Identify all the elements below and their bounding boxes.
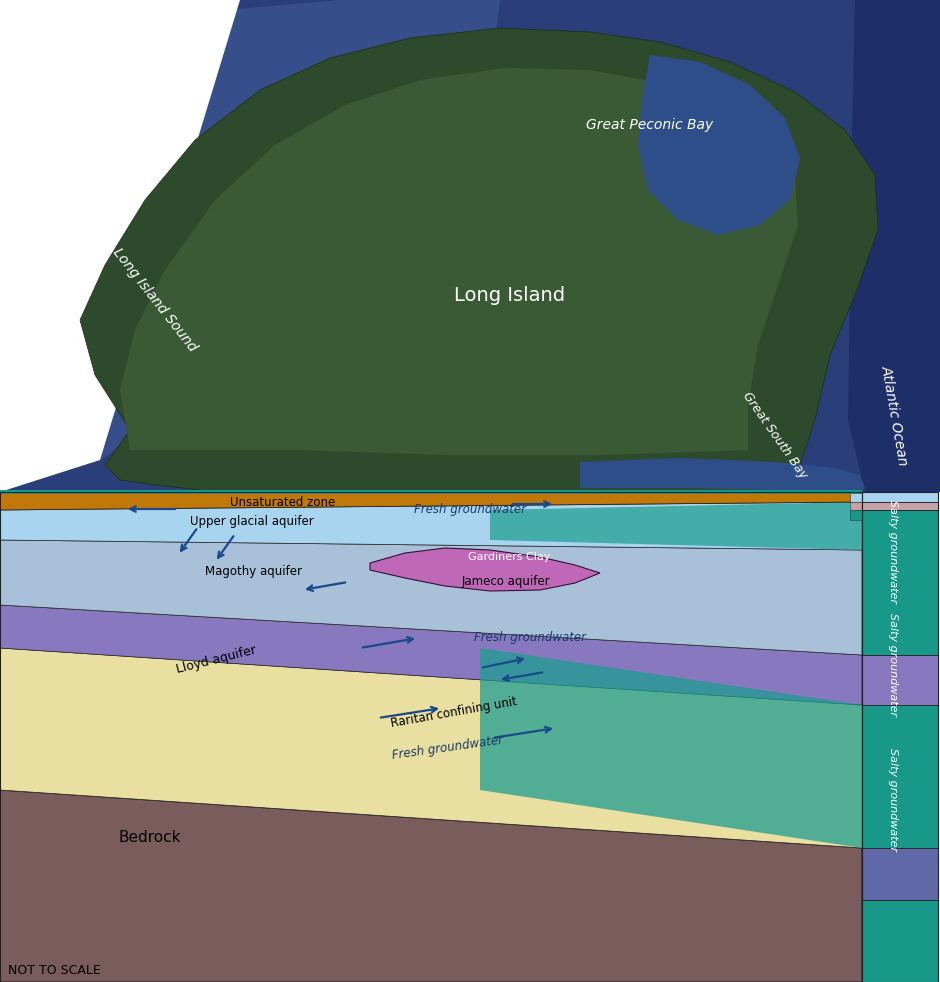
Polygon shape — [848, 0, 940, 492]
Text: Raritan confining unit: Raritan confining unit — [390, 694, 518, 730]
Polygon shape — [370, 548, 600, 591]
Polygon shape — [0, 492, 862, 510]
Text: Long Island Sound: Long Island Sound — [110, 246, 199, 355]
Polygon shape — [862, 655, 938, 705]
Polygon shape — [490, 502, 862, 550]
Polygon shape — [862, 848, 938, 900]
Polygon shape — [0, 648, 862, 848]
Polygon shape — [862, 502, 938, 510]
Text: Upper glacial aquifer: Upper glacial aquifer — [190, 516, 314, 528]
Text: Great Peconic Bay: Great Peconic Bay — [587, 118, 713, 132]
Polygon shape — [850, 502, 862, 510]
Polygon shape — [0, 605, 862, 705]
Text: Unsaturated zone: Unsaturated zone — [230, 496, 336, 509]
Polygon shape — [0, 540, 862, 655]
Text: Fresh groundwater: Fresh groundwater — [392, 734, 505, 762]
Text: Salty groundwater: Salty groundwater — [888, 501, 898, 604]
Polygon shape — [638, 55, 800, 235]
Text: Great South Bay: Great South Bay — [740, 389, 809, 481]
Polygon shape — [0, 0, 940, 492]
Text: Lloyd aquifer: Lloyd aquifer — [175, 644, 258, 677]
Polygon shape — [850, 510, 862, 520]
Polygon shape — [862, 510, 938, 655]
Polygon shape — [862, 705, 938, 848]
Polygon shape — [480, 648, 862, 848]
Text: Salty groundwater: Salty groundwater — [888, 748, 898, 851]
Polygon shape — [0, 490, 862, 494]
Text: NOT TO SCALE: NOT TO SCALE — [8, 963, 101, 976]
Text: Jameco aquifer: Jameco aquifer — [462, 575, 551, 588]
Polygon shape — [0, 0, 240, 492]
Polygon shape — [120, 68, 798, 455]
Text: Fresh groundwater: Fresh groundwater — [414, 504, 526, 517]
Polygon shape — [0, 490, 105, 492]
Polygon shape — [80, 28, 878, 492]
Polygon shape — [850, 492, 862, 502]
Polygon shape — [580, 458, 865, 492]
Text: Salty groundwater: Salty groundwater — [888, 614, 898, 717]
Text: Fresh groundwater: Fresh groundwater — [474, 631, 586, 644]
Polygon shape — [862, 492, 938, 502]
Text: Bedrock: Bedrock — [118, 831, 180, 846]
Polygon shape — [862, 900, 938, 982]
Polygon shape — [0, 0, 500, 490]
Text: Magothy aquifer: Magothy aquifer — [205, 566, 302, 578]
Text: Atlantic Ocean: Atlantic Ocean — [879, 363, 911, 466]
Polygon shape — [0, 502, 862, 550]
Polygon shape — [0, 790, 862, 982]
Text: Gardiners Clay: Gardiners Clay — [468, 552, 551, 562]
Text: Long Island: Long Island — [454, 286, 566, 304]
